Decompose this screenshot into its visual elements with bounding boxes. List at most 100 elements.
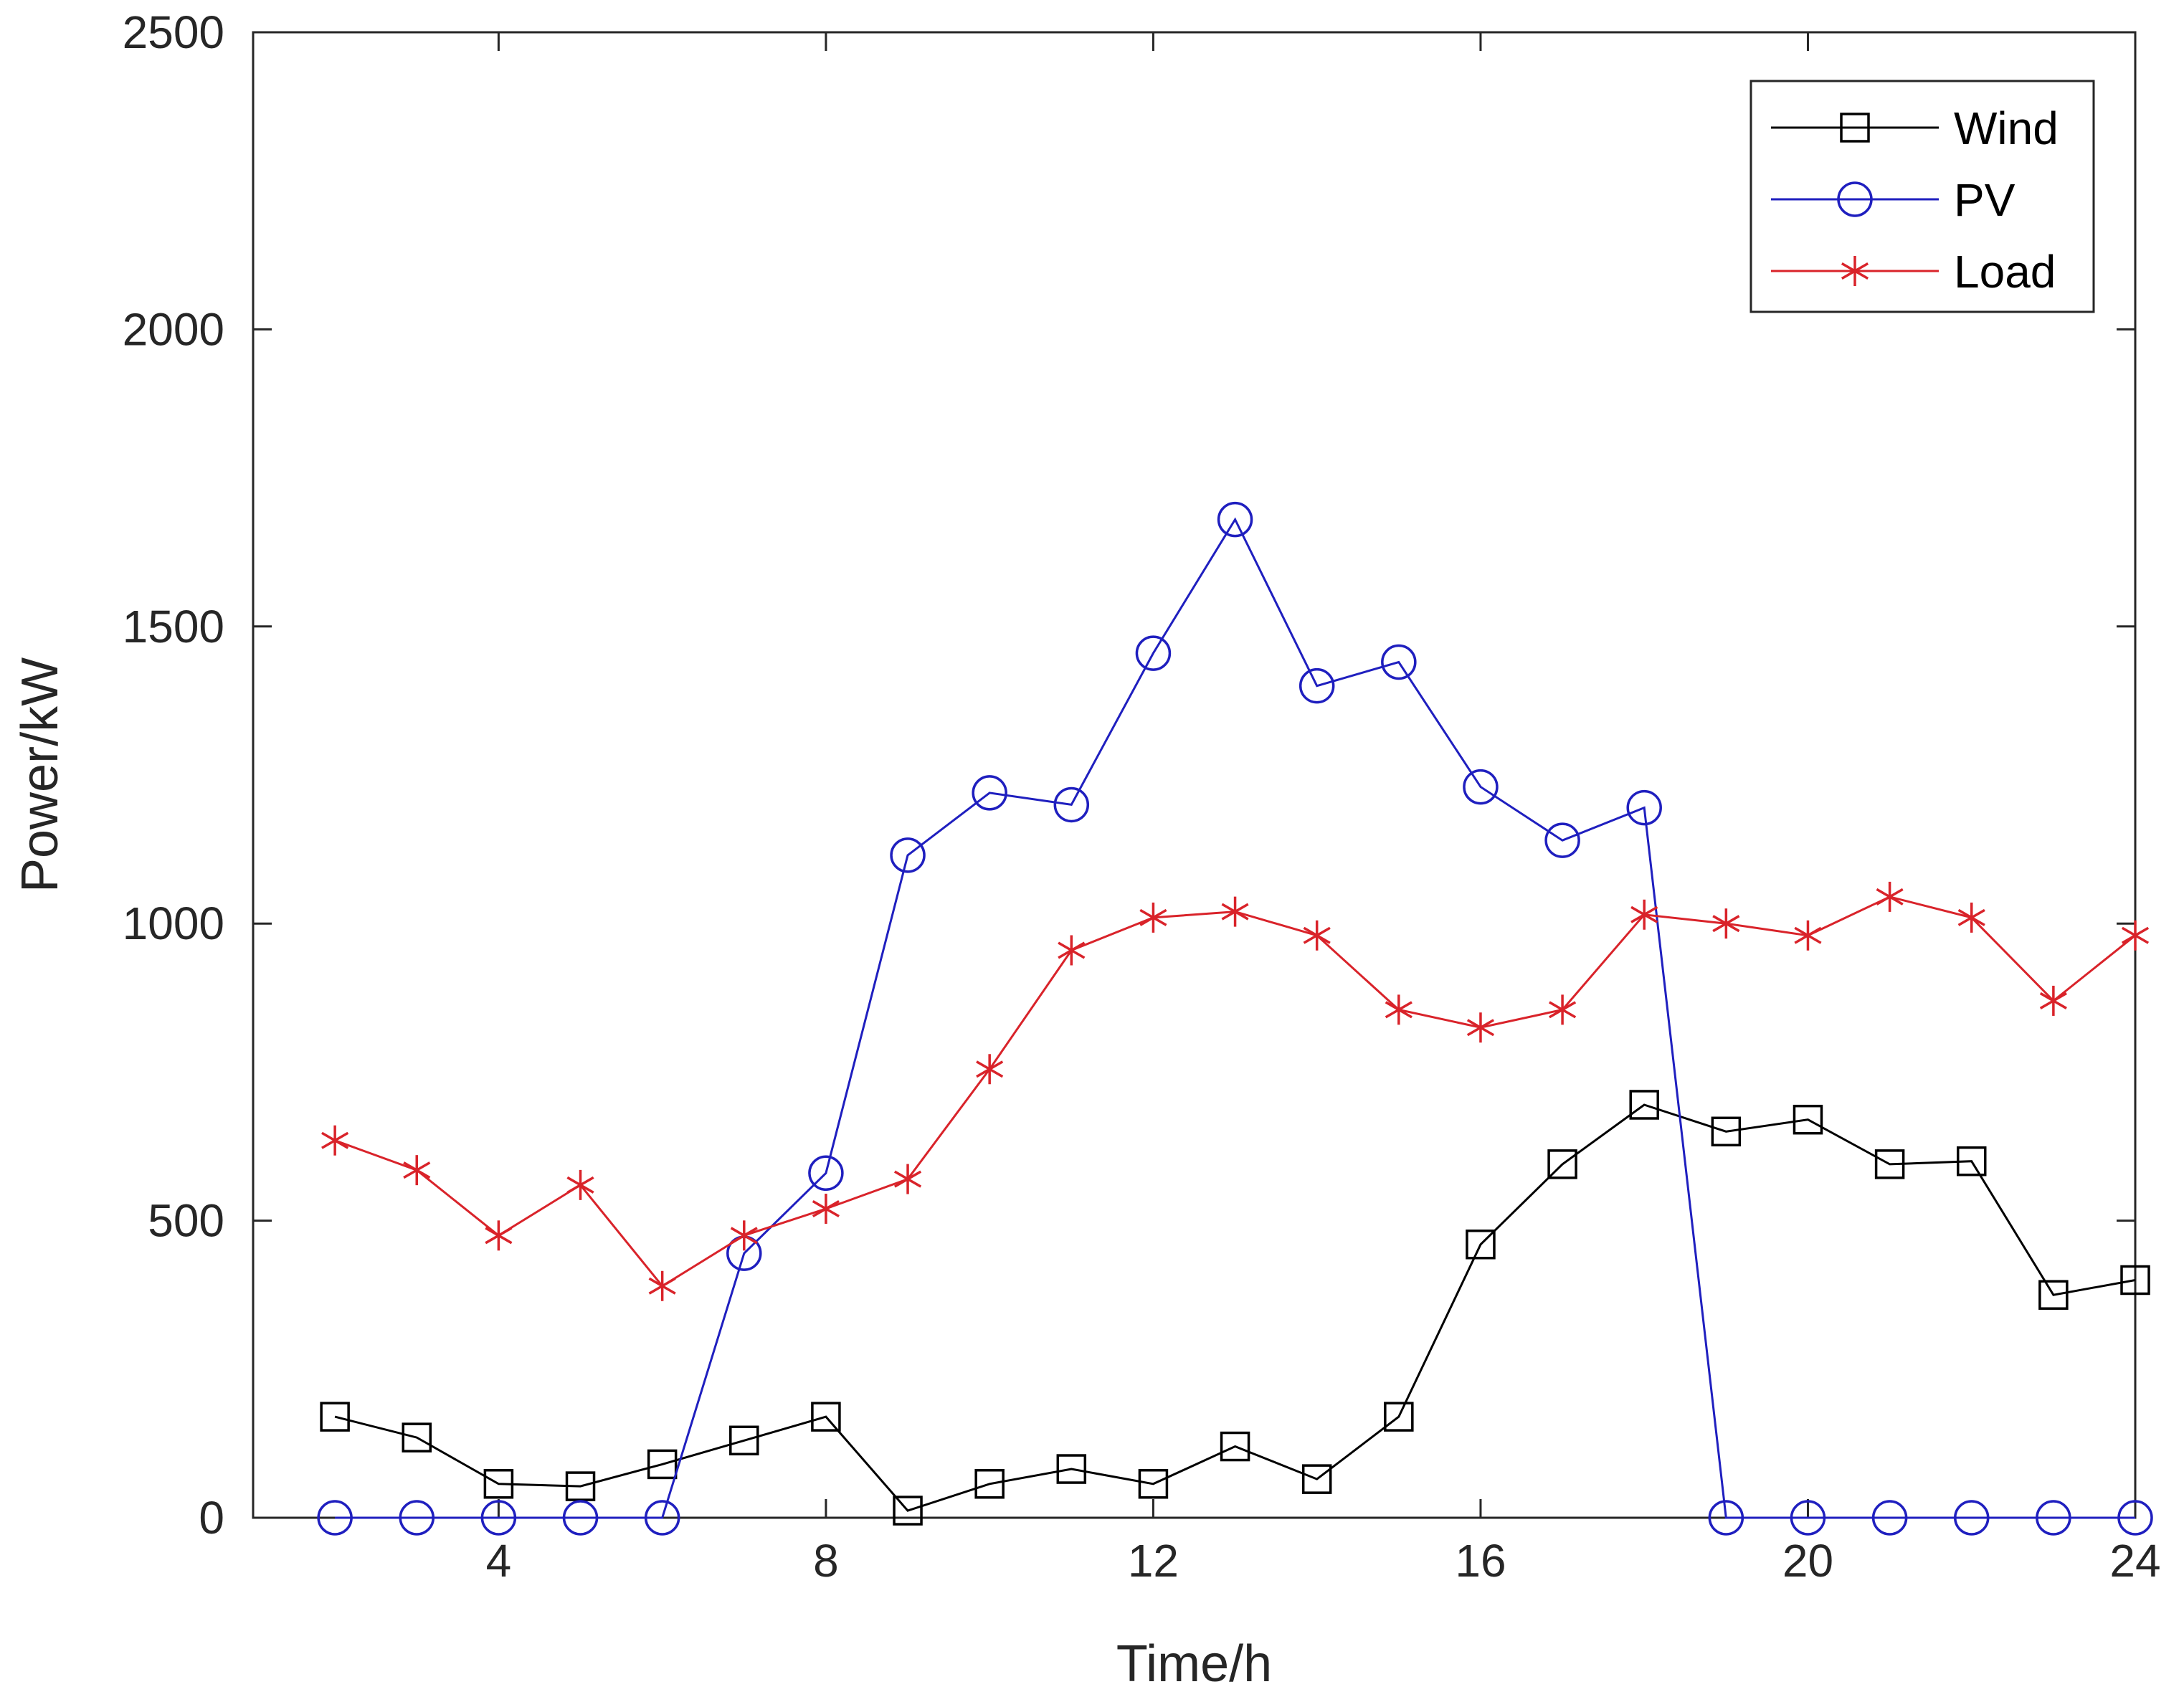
series-layer (317, 501, 2153, 1536)
x-tick-label: 16 (1455, 1535, 1506, 1587)
marker-stroke (1876, 888, 1904, 905)
series-load-point (1876, 881, 1904, 912)
series-load-point (812, 1194, 840, 1225)
legend-label-load: Load (1954, 246, 2056, 298)
x-axis-title: Time/h (1116, 1635, 1272, 1693)
series-load-point (321, 1125, 349, 1156)
marker-stroke (1841, 262, 1869, 280)
series-wind (320, 1090, 2150, 1526)
series-pv-point (399, 1500, 435, 1536)
series-pv-point (562, 1500, 599, 1536)
series-wind-point (1466, 1230, 1496, 1260)
series-pv-point (644, 1500, 680, 1536)
series-load-point (1221, 896, 1249, 927)
series-pv-point (480, 1500, 517, 1536)
series-wind-point (1301, 1464, 1332, 1494)
legend-label-pv: PV (1954, 174, 2016, 226)
series-load-point (730, 1220, 758, 1251)
series-pv-point (1626, 789, 1662, 826)
marker-stroke (321, 1131, 349, 1149)
series-load-point (566, 1169, 594, 1200)
marker-stroke (1385, 1001, 1413, 1019)
series-wind-point (1629, 1090, 1659, 1120)
series-load-point (2039, 985, 2067, 1016)
series-wind-point (483, 1469, 514, 1499)
series-wind-point (1711, 1116, 1742, 1147)
series-load-point (403, 1155, 431, 1186)
series-load-point (1466, 1012, 1495, 1043)
series-load-point (1385, 994, 1413, 1025)
series-wind-point (2120, 1265, 2150, 1295)
series-pv-point (1298, 667, 1335, 704)
marker-stroke (1139, 908, 1167, 926)
marker-stroke (1549, 1001, 1577, 1019)
legend-box (1749, 80, 2095, 313)
marker-stroke (893, 1170, 922, 1188)
series-pv-point (1217, 501, 1253, 538)
series-pv-point (1790, 1500, 1826, 1536)
series-wind-point (1874, 1149, 1905, 1179)
series-pv-point (1871, 1500, 1908, 1536)
series-pv-point (808, 1155, 844, 1192)
series-load-point (1549, 994, 1577, 1025)
series-load-point (1058, 935, 1086, 966)
marker-stroke (2039, 992, 2067, 1009)
marker-stroke (1303, 926, 1331, 944)
x-tick-label: 20 (1782, 1535, 1833, 1587)
series-load-point (1957, 902, 1985, 933)
marker-stroke (1466, 1019, 1495, 1037)
series-pv-line (335, 517, 2135, 1519)
series-wind-point (1793, 1104, 1823, 1135)
series-pv-point (890, 837, 926, 873)
series-wind-point (1056, 1454, 1087, 1484)
series-pv-point (2117, 1500, 2153, 1536)
legend-marker-load (1841, 256, 1869, 286)
series-wind-point (893, 1496, 923, 1526)
marker-stroke (566, 1176, 594, 1194)
series-load-point (1630, 899, 1658, 930)
marker-stroke (1712, 915, 1740, 933)
series-pv-point (1463, 769, 1499, 805)
series-load-point (976, 1054, 1004, 1085)
series-load-point (648, 1270, 676, 1301)
series-load (321, 881, 2150, 1301)
series-load-point (1712, 908, 1740, 939)
y-tick-label: 2000 (123, 303, 224, 355)
series-wind-point (647, 1449, 678, 1480)
series-pv (317, 501, 2153, 1536)
y-tick-label: 0 (199, 1492, 224, 1544)
y-tick-label: 500 (148, 1195, 224, 1247)
series-pv-point (1708, 1500, 1744, 1536)
marker-stroke (812, 1200, 840, 1218)
series-wind-point (729, 1425, 759, 1456)
marker-stroke (976, 1060, 1004, 1078)
series-wind-point (974, 1469, 1005, 1499)
series-wind-point (1384, 1402, 1414, 1432)
marker-stroke (648, 1277, 676, 1295)
y-axis-title: Power/kW (11, 657, 69, 893)
series-load-point (1303, 920, 1331, 951)
series-wind-point (402, 1422, 432, 1453)
series-wind-point (1956, 1146, 1987, 1176)
series-wind-point (320, 1402, 350, 1432)
x-tick-label: 24 (2109, 1535, 2160, 1587)
legend-label-wind: Wind (1954, 103, 2059, 154)
series-load-point (2121, 920, 2150, 951)
series-pv-point (2036, 1500, 2071, 1536)
marker-stroke (2121, 926, 2150, 944)
series-wind-point (1547, 1149, 1577, 1179)
marker-stroke (1957, 908, 1985, 926)
series-pv-point (1381, 644, 1417, 680)
series-pv-point (1053, 786, 1090, 823)
y-tick-label: 1500 (123, 601, 224, 652)
y-tick-label: 1000 (123, 898, 224, 949)
x-tick-label: 8 (813, 1535, 839, 1587)
series-wind-point (811, 1402, 841, 1432)
marker-stroke (485, 1227, 513, 1245)
series-pv-point (1135, 635, 1172, 671)
marker-stroke (1058, 941, 1086, 959)
marker-stroke (1630, 905, 1658, 923)
series-load-point (1794, 920, 1822, 951)
series-load-point (893, 1164, 922, 1194)
